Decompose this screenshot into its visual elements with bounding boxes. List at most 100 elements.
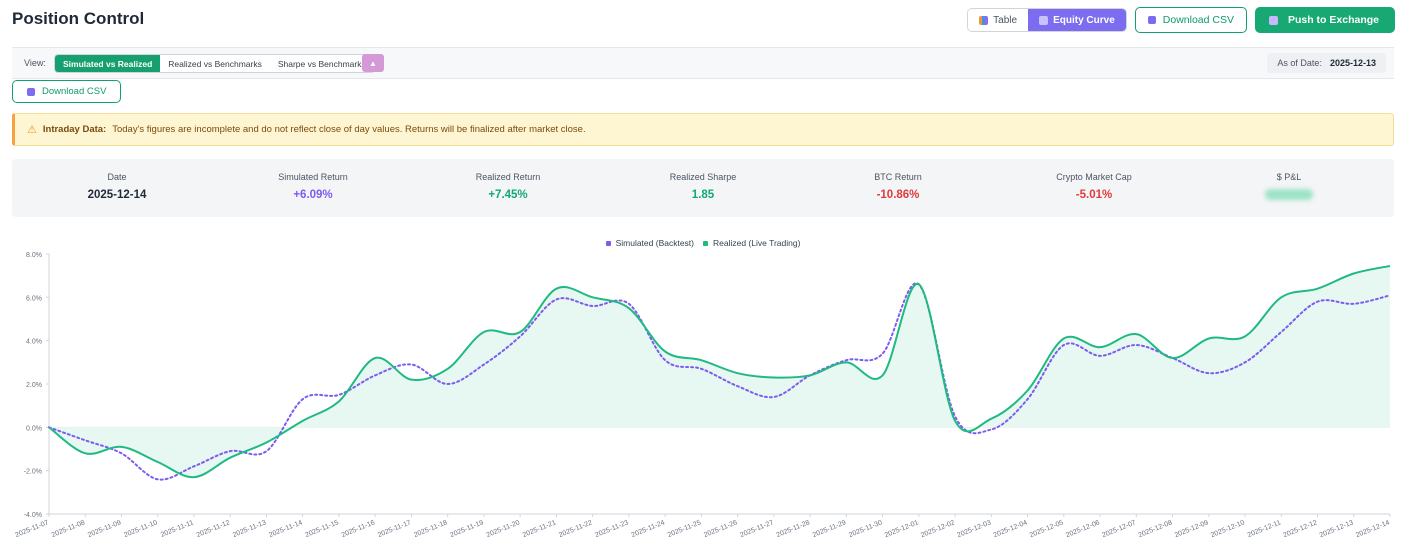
x-tick-label: 2025-12-04 [992, 519, 1028, 539]
x-tick-label: 2025-11-10 [123, 519, 158, 539]
x-tick-label: 2025-12-01 [884, 519, 920, 539]
y-tick-label: 4.0% [26, 339, 42, 346]
legend-simulated[interactable]: Simulated (Backtest) [605, 238, 694, 248]
x-tick-label: 2025-12-06 [1065, 519, 1101, 539]
legend-swatch-realized [703, 240, 708, 246]
x-tick-label: 2025-12-09 [1174, 519, 1210, 539]
realized-area [49, 265, 1390, 478]
stat-label: Simulated Return [278, 172, 348, 182]
y-tick-label: 8.0% [26, 252, 42, 259]
x-tick-label: 2025-11-09 [87, 519, 122, 539]
x-tick-label: 2025-11-20 [486, 519, 521, 539]
as-of-label: As of Date: [1277, 58, 1322, 68]
stat-realized-return: Realized Return +7.45% [418, 172, 598, 201]
as-of-value: 2025-12-13 [1329, 58, 1376, 68]
x-tick-label: 2025-12-02 [920, 519, 956, 539]
view-label: View: [24, 58, 46, 68]
stat-btc-return: BTC Return -10.86% [808, 172, 988, 201]
stat-simulated-return: Simulated Return +6.09% [223, 172, 403, 201]
stat-value: +7.45% [488, 189, 528, 201]
stat-label: $ P&L [1276, 172, 1302, 182]
x-tick-label: 2025-11-19 [449, 519, 484, 539]
x-tick-label: 2025-11-24 [631, 519, 666, 539]
x-tick-label: 2025-12-10 [1210, 519, 1246, 539]
x-tick-label: 2025-11-18 [413, 519, 448, 539]
stat-label: BTC Return [874, 172, 922, 182]
equity-curve-label: Equity Curve [1053, 14, 1115, 26]
magic-wand-button[interactable]: ▲ [362, 54, 384, 72]
download-icon [1147, 16, 1156, 24]
equity-curve-chart: -4.0% -2.0% 0.0% 2.0% 4.0% 6.0% 8.0% 2025-11-07… [14, 252, 1391, 539]
push-to-exchange-label: Push to Exchange [1287, 14, 1379, 26]
x-tick-label: 2025-11-27 [739, 519, 774, 539]
x-tick-label: 2025-11-07 [14, 519, 49, 539]
x-tick-label: 2025-12-12 [1282, 519, 1318, 539]
x-tick-label: 2025-11-15 [304, 519, 339, 539]
x-tick-label: 2025-11-23 [594, 519, 629, 539]
download-icon [27, 87, 35, 96]
x-tick-label: 2025-11-22 [558, 519, 593, 539]
tab-realized-vs-benchmarks[interactable]: Realized vs Benchmarks [168, 58, 262, 69]
warning-icon: ⚠ [27, 124, 37, 136]
x-tick-label: 2025-11-25 [667, 519, 702, 539]
stat-pnl: $ P&L [1199, 172, 1379, 201]
stat-value: 2025-12-14 [87, 189, 147, 201]
tab-sharpe-vs-benchmarks[interactable]: Sharpe vs Benchmarks [277, 58, 366, 69]
y-tick-label: -4.0% [24, 512, 42, 519]
x-tick-label: 2025-11-26 [703, 519, 738, 539]
push-to-exchange-button[interactable]: Push to Exchange [1254, 7, 1395, 33]
alert-message: Today's figures are incomplete and do no… [112, 124, 586, 135]
as-of-date[interactable]: As of Date: 2025-12-13 [1267, 53, 1386, 73]
x-tick-label: 2025-12-08 [1137, 519, 1173, 539]
x-tick-label: 2025-11-17 [377, 519, 412, 539]
y-tick-label: 6.0% [26, 295, 42, 302]
x-tick-label: 2025-11-30 [848, 519, 883, 539]
x-tick-label: 2025-11-28 [776, 519, 811, 539]
table-icon [979, 15, 989, 25]
stats-panel: Date 2025-12-14 Simulated Return +6.09% … [12, 159, 1394, 217]
realized-line [48, 264, 1391, 479]
alert-title: Intraday Data: [42, 124, 107, 135]
page-title: Position Control [12, 9, 145, 28]
x-tick-label: 2025-12-14 [1355, 519, 1391, 539]
y-tick-label: 2.0% [26, 382, 42, 389]
stat-realized-sharpe: Realized Sharpe 1.85 [613, 172, 793, 201]
legend-realized[interactable]: Realized (Live Trading) [703, 238, 800, 248]
x-tick-label: 2025-12-03 [956, 519, 992, 539]
stat-value: +6.09% [293, 189, 333, 201]
blurred-value [1265, 189, 1313, 201]
magic-wand-icon: ▲ [369, 58, 377, 68]
intraday-alert: ⚠ Intraday Data: Today's figures are inc… [12, 113, 1394, 146]
stat-date: Date 2025-12-14 [27, 172, 207, 201]
table-view-label: Table [993, 14, 1018, 26]
stat-label: Date [107, 172, 127, 182]
stat-crypto-market-cap: Crypto Market Cap -5.01% [1004, 172, 1184, 201]
view-mode-toggle: Table Equity Curve [967, 8, 1127, 32]
y-tick-label: 0.0% [26, 425, 42, 432]
x-tick-label: 2025-12-07 [1101, 519, 1137, 539]
x-tick-label: 2025-11-16 [341, 519, 376, 539]
x-tick-label: 2025-11-29 [812, 519, 847, 539]
x-tick-label: 2025-12-11 [1247, 519, 1282, 539]
legend-swatch-simulated [605, 240, 611, 246]
table-view-button[interactable]: Table [968, 9, 1029, 31]
view-tabs: Simulated vs Realized Realized vs Benchm… [54, 54, 375, 73]
chart-icon [1039, 15, 1049, 25]
x-tick-label: 2025-11-11 [160, 519, 195, 539]
stat-label: Realized Sharpe [669, 172, 737, 182]
push-icon [1268, 15, 1278, 25]
download-csv-label: Download CSV [1162, 14, 1234, 26]
stat-value: -5.01% [1075, 189, 1113, 201]
stat-value: -10.86% [876, 189, 920, 201]
x-tick-label: 2025-11-13 [232, 519, 267, 539]
tab-simulated-vs-realized[interactable]: Simulated vs Realized [55, 55, 161, 72]
x-tick-label: 2025-11-14 [268, 519, 303, 539]
x-tick-label: 2025-12-05 [1029, 519, 1065, 539]
legend-label: Simulated (Backtest) [615, 238, 694, 248]
x-tick-label: 2025-11-21 [522, 519, 557, 539]
download-csv-secondary-button[interactable]: Download CSV [12, 80, 122, 103]
download-csv-button[interactable]: Download CSV [1134, 7, 1247, 33]
equity-curve-button[interactable]: Equity Curve [1028, 9, 1126, 31]
download-csv-secondary-label: Download CSV [42, 86, 107, 97]
stat-value-blurred [1199, 189, 1379, 201]
